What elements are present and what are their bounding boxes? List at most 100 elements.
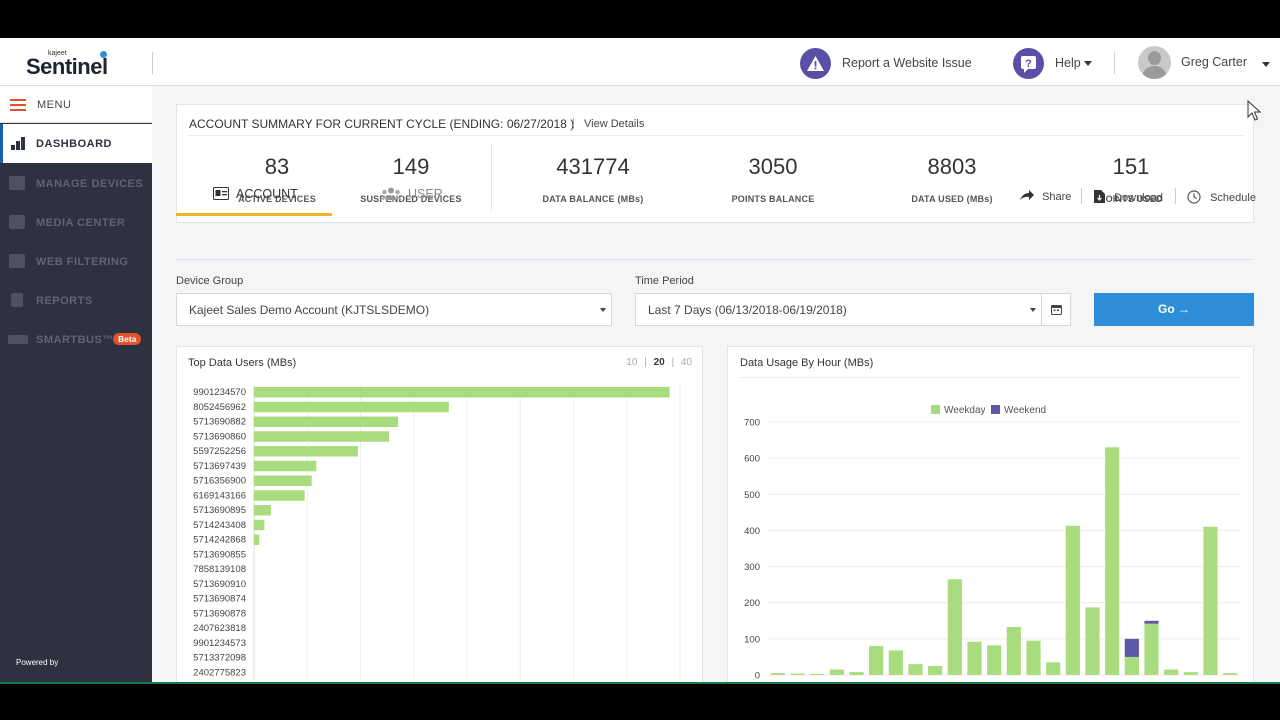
schedule-button[interactable]: Schedule [1187,190,1256,204]
weekday-bar [1046,662,1061,675]
report-issue-link[interactable]: Report a Website Issue [842,56,972,70]
go-button[interactable]: Go → [1094,293,1254,326]
user-menu-chevron-icon[interactable] [1259,56,1270,74]
divider [1175,188,1176,204]
time-period-value: Last 7 Days (06/13/2018-06/19/2018) [648,303,847,317]
user-name[interactable]: Greg Carter [1181,55,1247,69]
page-size-selector: 10 | 20 | 40 [626,357,692,368]
help-menu[interactable]: Help [1055,56,1092,70]
x-tick-label: PM [1156,681,1173,682]
category-label: 5597252256 [193,446,246,457]
sidebar-item-label: REPORTS [36,295,93,307]
users-icon [380,187,402,200]
tab-account[interactable]: ACCOUNT [176,184,332,216]
category-label: 5713690910 [193,579,246,590]
bus-icon [8,335,28,344]
data-bar [254,475,312,486]
weekday-bar [888,650,903,675]
x-tick-label: AM [802,681,819,682]
page-size-40[interactable]: 40 [680,357,692,368]
sidebar-item-media-center[interactable]: MEDIA CENTER [0,203,152,242]
x-tick-label: AM [782,681,799,682]
sidebar-item-smartbus[interactable]: SMARTBUS™ Beta [0,320,152,359]
x-tick-label: AM [900,681,917,682]
x-tick-label: PM [1176,681,1193,682]
category-label: 2402775823 [193,667,246,678]
device-group-label: Device Group [176,275,244,287]
x-tick-label: PM [1195,681,1212,682]
x-tick-label: AM [940,681,957,682]
category-label: 5713690860 [193,431,246,442]
help-icon[interactable]: ? [1013,48,1044,79]
download-button[interactable]: Download [1094,190,1163,204]
legend-swatch-weekend [991,405,1000,414]
divider [1081,188,1082,204]
x-tick-label: PM [1077,681,1094,682]
tab-user[interactable]: USER [380,184,480,212]
sidebar-item-label: SMARTBUS™ [36,334,114,346]
account-summary-card: ACCOUNT SUMMARY FOR CURRENT CYCLE (ENDIN… [176,104,1254,223]
data-bar [254,387,670,398]
weekday-bar [987,645,1002,675]
category-label: 5713690855 [193,549,246,560]
weekday-bar [908,664,923,675]
page-size-20[interactable]: 20 [653,357,665,368]
stat-value: 151 [1112,154,1150,179]
divider [1114,52,1115,74]
device-group-select[interactable]: Kajeet Sales Demo Account (KJTSLSDEMO) [176,293,612,326]
share-button[interactable]: Share [1020,190,1071,203]
category-label: 5713690874 [193,594,246,605]
category-label: 9901234570 [193,387,246,398]
avatar[interactable] [1138,46,1171,79]
id-card-icon [213,187,229,200]
data-bar [254,460,317,472]
x-tick-label: AM [881,681,898,682]
x-tick-label: AM [979,681,996,682]
bar-chart-icon [11,137,27,150]
time-period-label: Time Period [635,275,694,287]
category-label: 5713697439 [193,461,246,472]
page-size-10[interactable]: 10 [626,357,638,368]
stat-points-balance: 3050 POINTS BALANCE [698,154,848,204]
data-bar [254,416,399,427]
sidebar-item-manage-devices[interactable]: MANAGE DEVICES [0,164,152,203]
app-window: kajeet Sentinel Report a Website Issue ?… [0,38,1280,682]
sidebar: MENU DASHBOARD MANAGE DEVICES MEDIA CENT… [0,86,152,682]
sidebar-item-web-filtering[interactable]: WEB FILTERING [0,242,152,281]
brand-top: kajeet [48,50,67,57]
chart-title: Top Data Users (MBs) [188,357,297,369]
weekday-bar [947,579,962,675]
hamburger-icon [10,99,26,111]
menu-toggle[interactable]: MENU [0,86,152,123]
sidebar-item-dashboard[interactable]: DASHBOARD [0,124,152,163]
weekday-bar [1085,607,1100,675]
weekday-bar [790,673,805,675]
y-tick-label: 200 [744,598,760,609]
separator: | [572,117,575,129]
top-bar: kajeet Sentinel Report a Website Issue ?… [0,38,1280,86]
share-icon [1020,190,1034,200]
weekday-bar [1144,623,1159,675]
schedule-label: Schedule [1210,192,1256,204]
weekday-bar [1164,669,1179,675]
x-tick-label: AM [920,681,937,682]
calendar-button[interactable] [1041,293,1071,326]
category-label: 9901234573 [193,638,246,649]
data-bar [254,431,390,442]
category-label: 7858139108 [193,564,246,575]
time-period-select[interactable]: Last 7 Days (06/13/2018-06/19/2018) [635,293,1042,326]
sidebar-item-label: WEB FILTERING [36,256,129,268]
divider [740,377,1240,378]
sentinel-logo[interactable]: kajeet Sentinel [26,50,126,79]
sidebar-item-reports[interactable]: REPORTS [0,281,152,320]
x-tick-label: PM [999,681,1016,682]
category-label: 5713372098 [193,653,246,664]
stat-label: POINTS BALANCE [731,194,815,204]
sidebar-item-label: MANAGE DEVICES [36,178,144,190]
chart-legend: Weekday Weekend [931,405,1046,416]
stat-data-balance: 431774 DATA BALANCE (MBs) [518,154,668,204]
weekday-bar [770,673,785,675]
x-tick-label: AM [822,681,839,682]
warning-icon[interactable] [800,48,831,79]
view-details-link[interactable]: View Details [584,118,645,130]
